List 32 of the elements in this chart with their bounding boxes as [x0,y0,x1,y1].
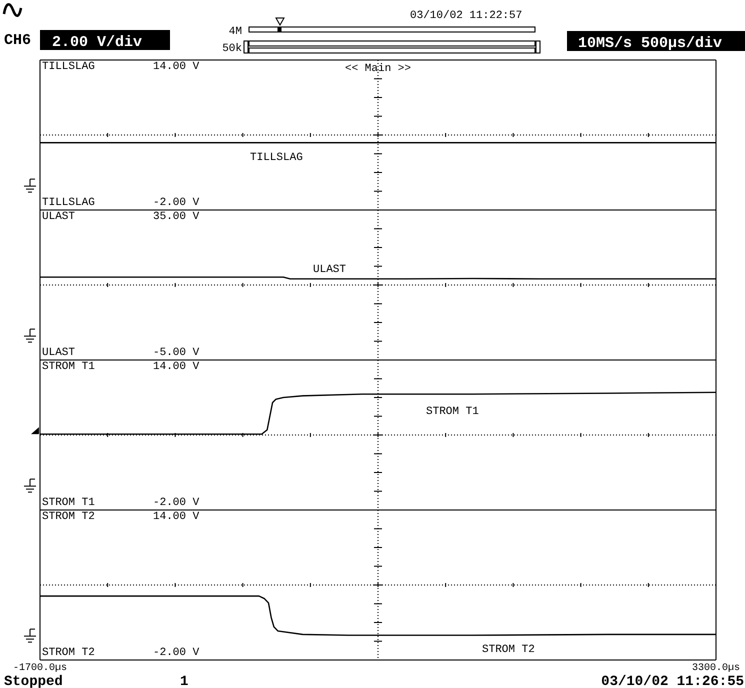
text: 2.00 V/div [52,34,142,51]
y-tick-label: -2.00 V [153,197,200,210]
text: ULAST [42,347,76,360]
text: STROM T1 [42,497,95,510]
y-axis-title: ULAST [42,210,76,223]
y-tick-label: -5.00 V [153,347,200,360]
y-axis-title: STROM T1 [42,360,96,373]
y-tick-label: 14.00 V [153,60,200,73]
text: 03/10/02 11:22:57 [410,10,522,22]
x-tick-label: 3300.0µs [692,663,740,674]
x-tick-label: -1700.0µs [12,663,68,674]
series-label: ULAST [313,264,346,276]
text: CH6 [4,32,32,49]
text: 10MS/s 500µs/div [578,35,722,52]
y-tick-label: 14.00 V [153,360,200,373]
text: 50k [222,43,242,55]
series-label: STROM T2 [482,644,535,656]
y-axis-title: STROM T2 [42,510,95,523]
series-label: STROM T1 [426,406,480,418]
text: 4M [228,26,242,38]
text: 1 [180,674,188,688]
y-tick-label: 35.00 V [153,210,200,223]
text: STROM T2 [42,647,95,660]
text: 03/10/02 11:26:55 [601,674,744,688]
y-axis-title: TILLSLAG [42,60,95,73]
text: TILLSLAG [42,197,95,210]
y-tick-label: -2.00 V [153,497,200,510]
text: Stopped [4,674,63,688]
series-label: TILLSLAG [250,152,303,164]
ref-line-label: << Main >> [344,63,412,75]
y-tick-label: -2.00 V [153,647,200,660]
y-tick-label: 14.00 V [153,510,200,523]
